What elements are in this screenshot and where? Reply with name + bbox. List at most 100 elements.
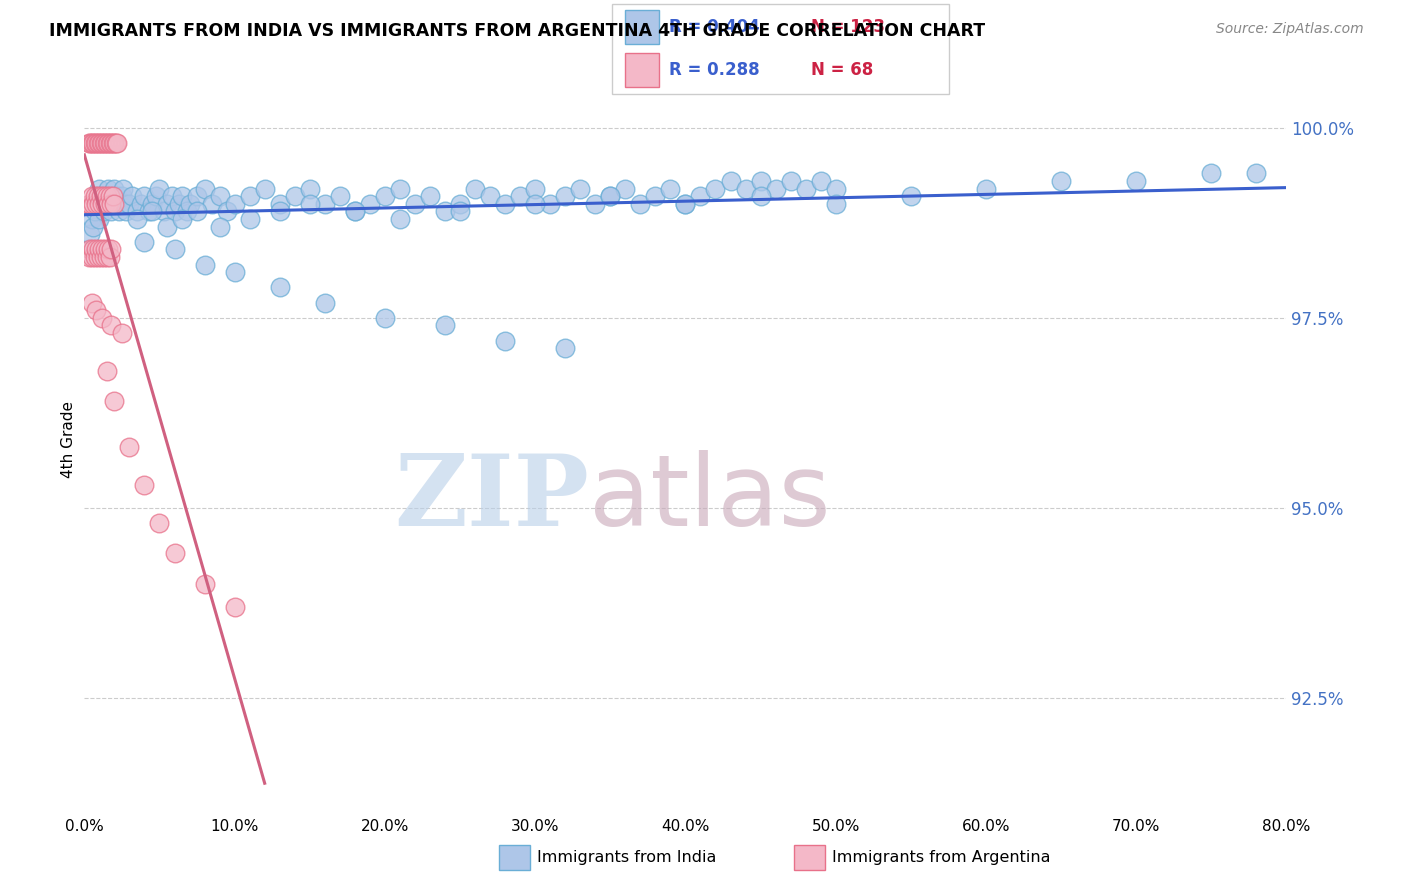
Point <box>269 280 291 294</box>
Point <box>224 265 246 279</box>
Point <box>121 189 143 203</box>
Point <box>100 136 122 150</box>
Point <box>96 189 118 203</box>
FancyBboxPatch shape <box>612 4 949 94</box>
Point <box>103 196 125 211</box>
Point <box>810 174 832 188</box>
Point <box>96 250 118 264</box>
Point <box>100 242 122 256</box>
Text: Immigrants from Argentina: Immigrants from Argentina <box>832 850 1050 864</box>
Point <box>80 295 103 310</box>
Point <box>89 181 111 195</box>
Point <box>97 181 120 195</box>
Point <box>80 211 103 226</box>
Point <box>179 196 201 211</box>
Point <box>83 250 105 264</box>
Text: R = 0.288: R = 0.288 <box>669 61 759 79</box>
Point <box>734 181 756 195</box>
Point <box>569 181 592 195</box>
Point <box>97 136 120 150</box>
Point <box>253 181 276 195</box>
Point <box>1246 166 1268 180</box>
Point <box>208 219 231 234</box>
Point <box>134 235 156 249</box>
Point <box>108 204 131 219</box>
Point <box>89 242 111 256</box>
Point <box>494 196 516 211</box>
Point <box>112 181 135 195</box>
Text: N = 68: N = 68 <box>811 61 873 79</box>
Point <box>765 181 787 195</box>
Point <box>329 189 352 203</box>
Point <box>104 136 127 150</box>
Point <box>284 189 307 203</box>
Point <box>98 189 121 203</box>
Text: R = 0.404: R = 0.404 <box>669 18 759 37</box>
Point <box>148 516 170 530</box>
Point <box>96 364 118 378</box>
Point <box>599 189 621 203</box>
Point <box>314 196 336 211</box>
FancyBboxPatch shape <box>626 53 659 87</box>
Point <box>343 204 366 219</box>
Point <box>94 196 117 211</box>
Point <box>749 174 772 188</box>
Point <box>107 189 129 203</box>
Point <box>675 196 697 211</box>
Point <box>118 440 141 454</box>
Point <box>100 196 122 211</box>
Point <box>720 174 742 188</box>
Point <box>153 204 176 219</box>
Point <box>83 136 105 150</box>
Point <box>98 250 121 264</box>
Point <box>77 250 100 264</box>
Point <box>89 196 111 211</box>
Point <box>103 394 125 409</box>
Point <box>239 189 262 203</box>
Point <box>388 181 411 195</box>
Point <box>1050 174 1073 188</box>
Point <box>91 189 114 203</box>
Point <box>239 211 262 226</box>
Point <box>91 196 114 211</box>
Point <box>434 318 457 333</box>
Point <box>479 189 502 203</box>
Point <box>79 196 101 211</box>
Text: IMMIGRANTS FROM INDIA VS IMMIGRANTS FROM ARGENTINA 4TH GRADE CORRELATION CHART: IMMIGRANTS FROM INDIA VS IMMIGRANTS FROM… <box>49 22 986 40</box>
Point <box>156 219 179 234</box>
Point <box>749 189 772 203</box>
Point <box>86 196 108 211</box>
Point <box>82 196 104 211</box>
Point <box>91 310 114 325</box>
Point <box>93 204 115 219</box>
Point <box>704 181 727 195</box>
Point <box>614 181 637 195</box>
Point <box>79 136 101 150</box>
Point <box>87 250 110 264</box>
Point <box>77 242 100 256</box>
Point <box>103 181 125 195</box>
Point <box>86 196 108 211</box>
Point <box>96 136 118 150</box>
Point <box>98 196 121 211</box>
Point <box>170 189 193 203</box>
Point <box>134 189 156 203</box>
Point <box>644 189 666 203</box>
Point <box>194 576 217 591</box>
Point <box>538 196 561 211</box>
Point <box>170 211 193 226</box>
Point <box>96 189 118 203</box>
Point <box>186 204 208 219</box>
Point <box>404 196 426 211</box>
Point <box>269 204 291 219</box>
Point <box>659 181 682 195</box>
Point <box>163 204 186 219</box>
Point <box>87 189 110 203</box>
Point <box>83 204 105 219</box>
Point <box>125 204 148 219</box>
Point <box>93 136 115 150</box>
Point <box>524 181 547 195</box>
Point <box>359 196 381 211</box>
Point <box>91 136 114 150</box>
Point <box>779 174 801 188</box>
